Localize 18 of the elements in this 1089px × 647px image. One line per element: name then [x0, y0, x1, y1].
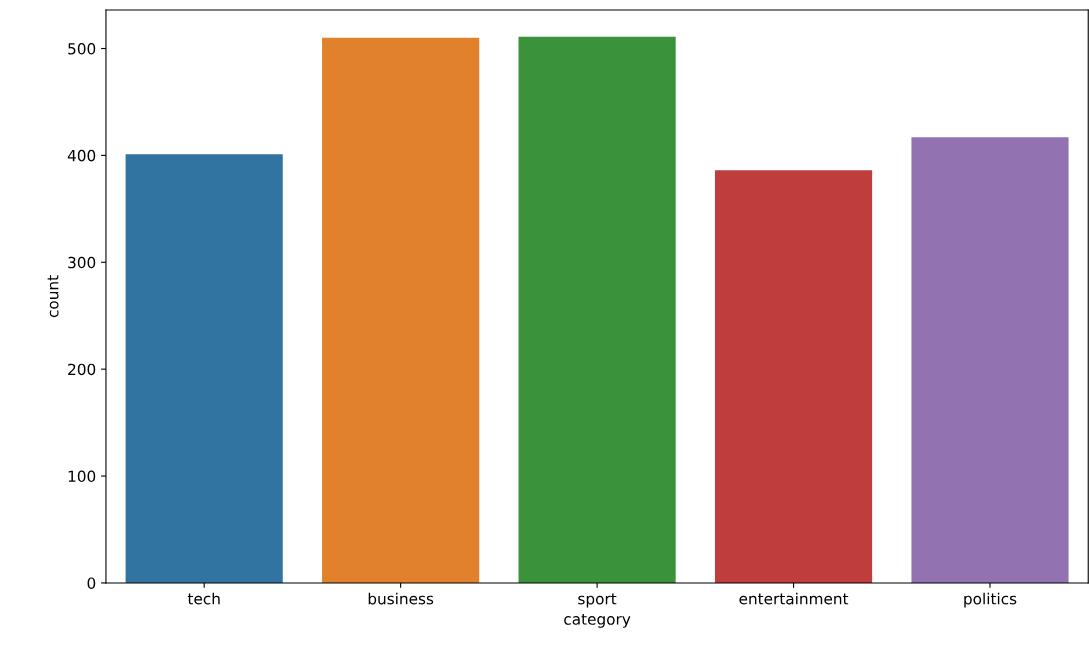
bar — [322, 37, 480, 583]
bar — [911, 137, 1069, 583]
x-axis-title: category — [564, 613, 631, 628]
bar — [518, 36, 676, 583]
y-tick-label: 300 — [68, 256, 96, 269]
y-tick-label: 200 — [68, 363, 96, 376]
x-tick-label: business — [368, 592, 434, 605]
bar — [125, 154, 283, 583]
y-axis-title: count — [47, 275, 59, 318]
bar — [714, 170, 873, 583]
x-tick-label: sport — [578, 593, 617, 608]
x-tick-label: tech — [187, 592, 220, 605]
x-tick-label: politics — [964, 592, 1017, 608]
y-tick-label: 500 — [68, 42, 96, 55]
y-tick-label: 100 — [68, 470, 96, 483]
x-tick-label: entertainment — [739, 592, 849, 605]
y-tick-label: 0 — [87, 577, 96, 589]
y-tick-label: 400 — [67, 149, 96, 162]
